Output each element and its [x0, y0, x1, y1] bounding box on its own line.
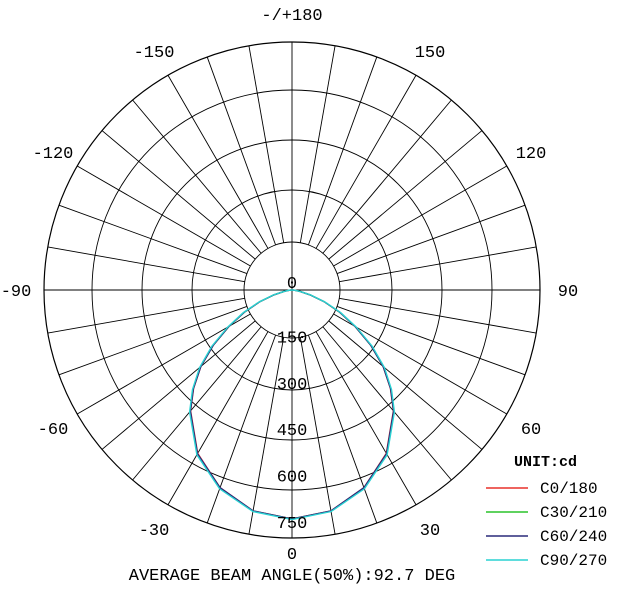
grid-spoke	[206, 56, 277, 246]
grid-spoke	[333, 313, 507, 415]
angle-label: -60	[38, 421, 69, 440]
unit-label: UNIT:cd	[514, 454, 577, 471]
angle-label: 0	[287, 546, 297, 565]
radial-tick-label: 450	[277, 422, 308, 441]
angle-label: -150	[134, 44, 175, 63]
grid-spoke	[322, 326, 452, 481]
angle-label: 60	[521, 421, 541, 440]
grid-spoke	[315, 331, 417, 505]
grid-spoke	[132, 326, 262, 481]
series-curve-C90-270	[188, 289, 396, 521]
radial-tick-label: 750	[277, 515, 308, 534]
polar-grid	[43, 41, 541, 539]
grid-spoke	[299, 45, 336, 243]
angle-label: 150	[415, 44, 446, 63]
angle-label: 30	[420, 522, 440, 541]
angle-label: -120	[33, 145, 74, 164]
grid-spoke	[333, 165, 507, 267]
angle-labels: -/+180 150 120 90 60 30 -30 -60 -90 -120 -150	[1, 7, 579, 541]
grid-spoke	[248, 337, 285, 535]
grid-spoke	[336, 305, 526, 376]
grid-spoke	[322, 99, 452, 254]
grid-spoke	[132, 99, 262, 254]
grid-spoke	[47, 297, 245, 334]
angle-label: 120	[516, 145, 547, 164]
angle-label: -90	[1, 283, 32, 302]
grid-spoke	[248, 45, 285, 243]
average-beam-angle-label: AVERAGE BEAM ANGLE(50%):92.7 DEG	[129, 567, 455, 586]
angle-label: -30	[139, 522, 170, 541]
grid-spoke	[58, 204, 248, 275]
legend-label: C90/270	[540, 552, 607, 570]
grid-spoke	[328, 130, 483, 260]
grid-spoke	[58, 305, 248, 376]
angle-label: -/+180	[261, 7, 322, 26]
angle-label: 90	[558, 283, 578, 302]
radial-tick-label: 0	[287, 275, 297, 294]
radial-tick-label: 300	[277, 376, 308, 395]
grid-spoke	[336, 204, 526, 275]
grid-spoke	[167, 331, 269, 505]
grid-spoke	[77, 165, 251, 267]
grid-spoke	[307, 56, 378, 246]
grid-spoke	[328, 320, 483, 450]
legend-label: C0/180	[540, 480, 598, 498]
grid-spoke	[299, 337, 336, 535]
grid-spoke	[101, 130, 256, 260]
legend-label: C60/240	[540, 528, 607, 546]
legend-label: C30/210	[540, 504, 607, 522]
radial-tick-label: 150	[277, 329, 308, 348]
grid-spoke	[101, 320, 256, 450]
grid-spoke	[47, 246, 245, 283]
intensity-curves	[188, 289, 396, 521]
grid-spoke	[339, 297, 537, 334]
grid-spoke	[167, 75, 269, 249]
grid-spoke	[307, 334, 378, 524]
radial-labels: 0 150 300 450 600 750 0	[277, 275, 308, 565]
legend: C0/180 C30/210 C60/240 C90/270	[486, 480, 607, 570]
grid-spoke	[339, 246, 537, 283]
grid-spoke	[206, 334, 277, 524]
grid-spoke	[315, 75, 417, 249]
radial-tick-label: 600	[277, 469, 308, 488]
grid-spoke	[77, 313, 251, 415]
